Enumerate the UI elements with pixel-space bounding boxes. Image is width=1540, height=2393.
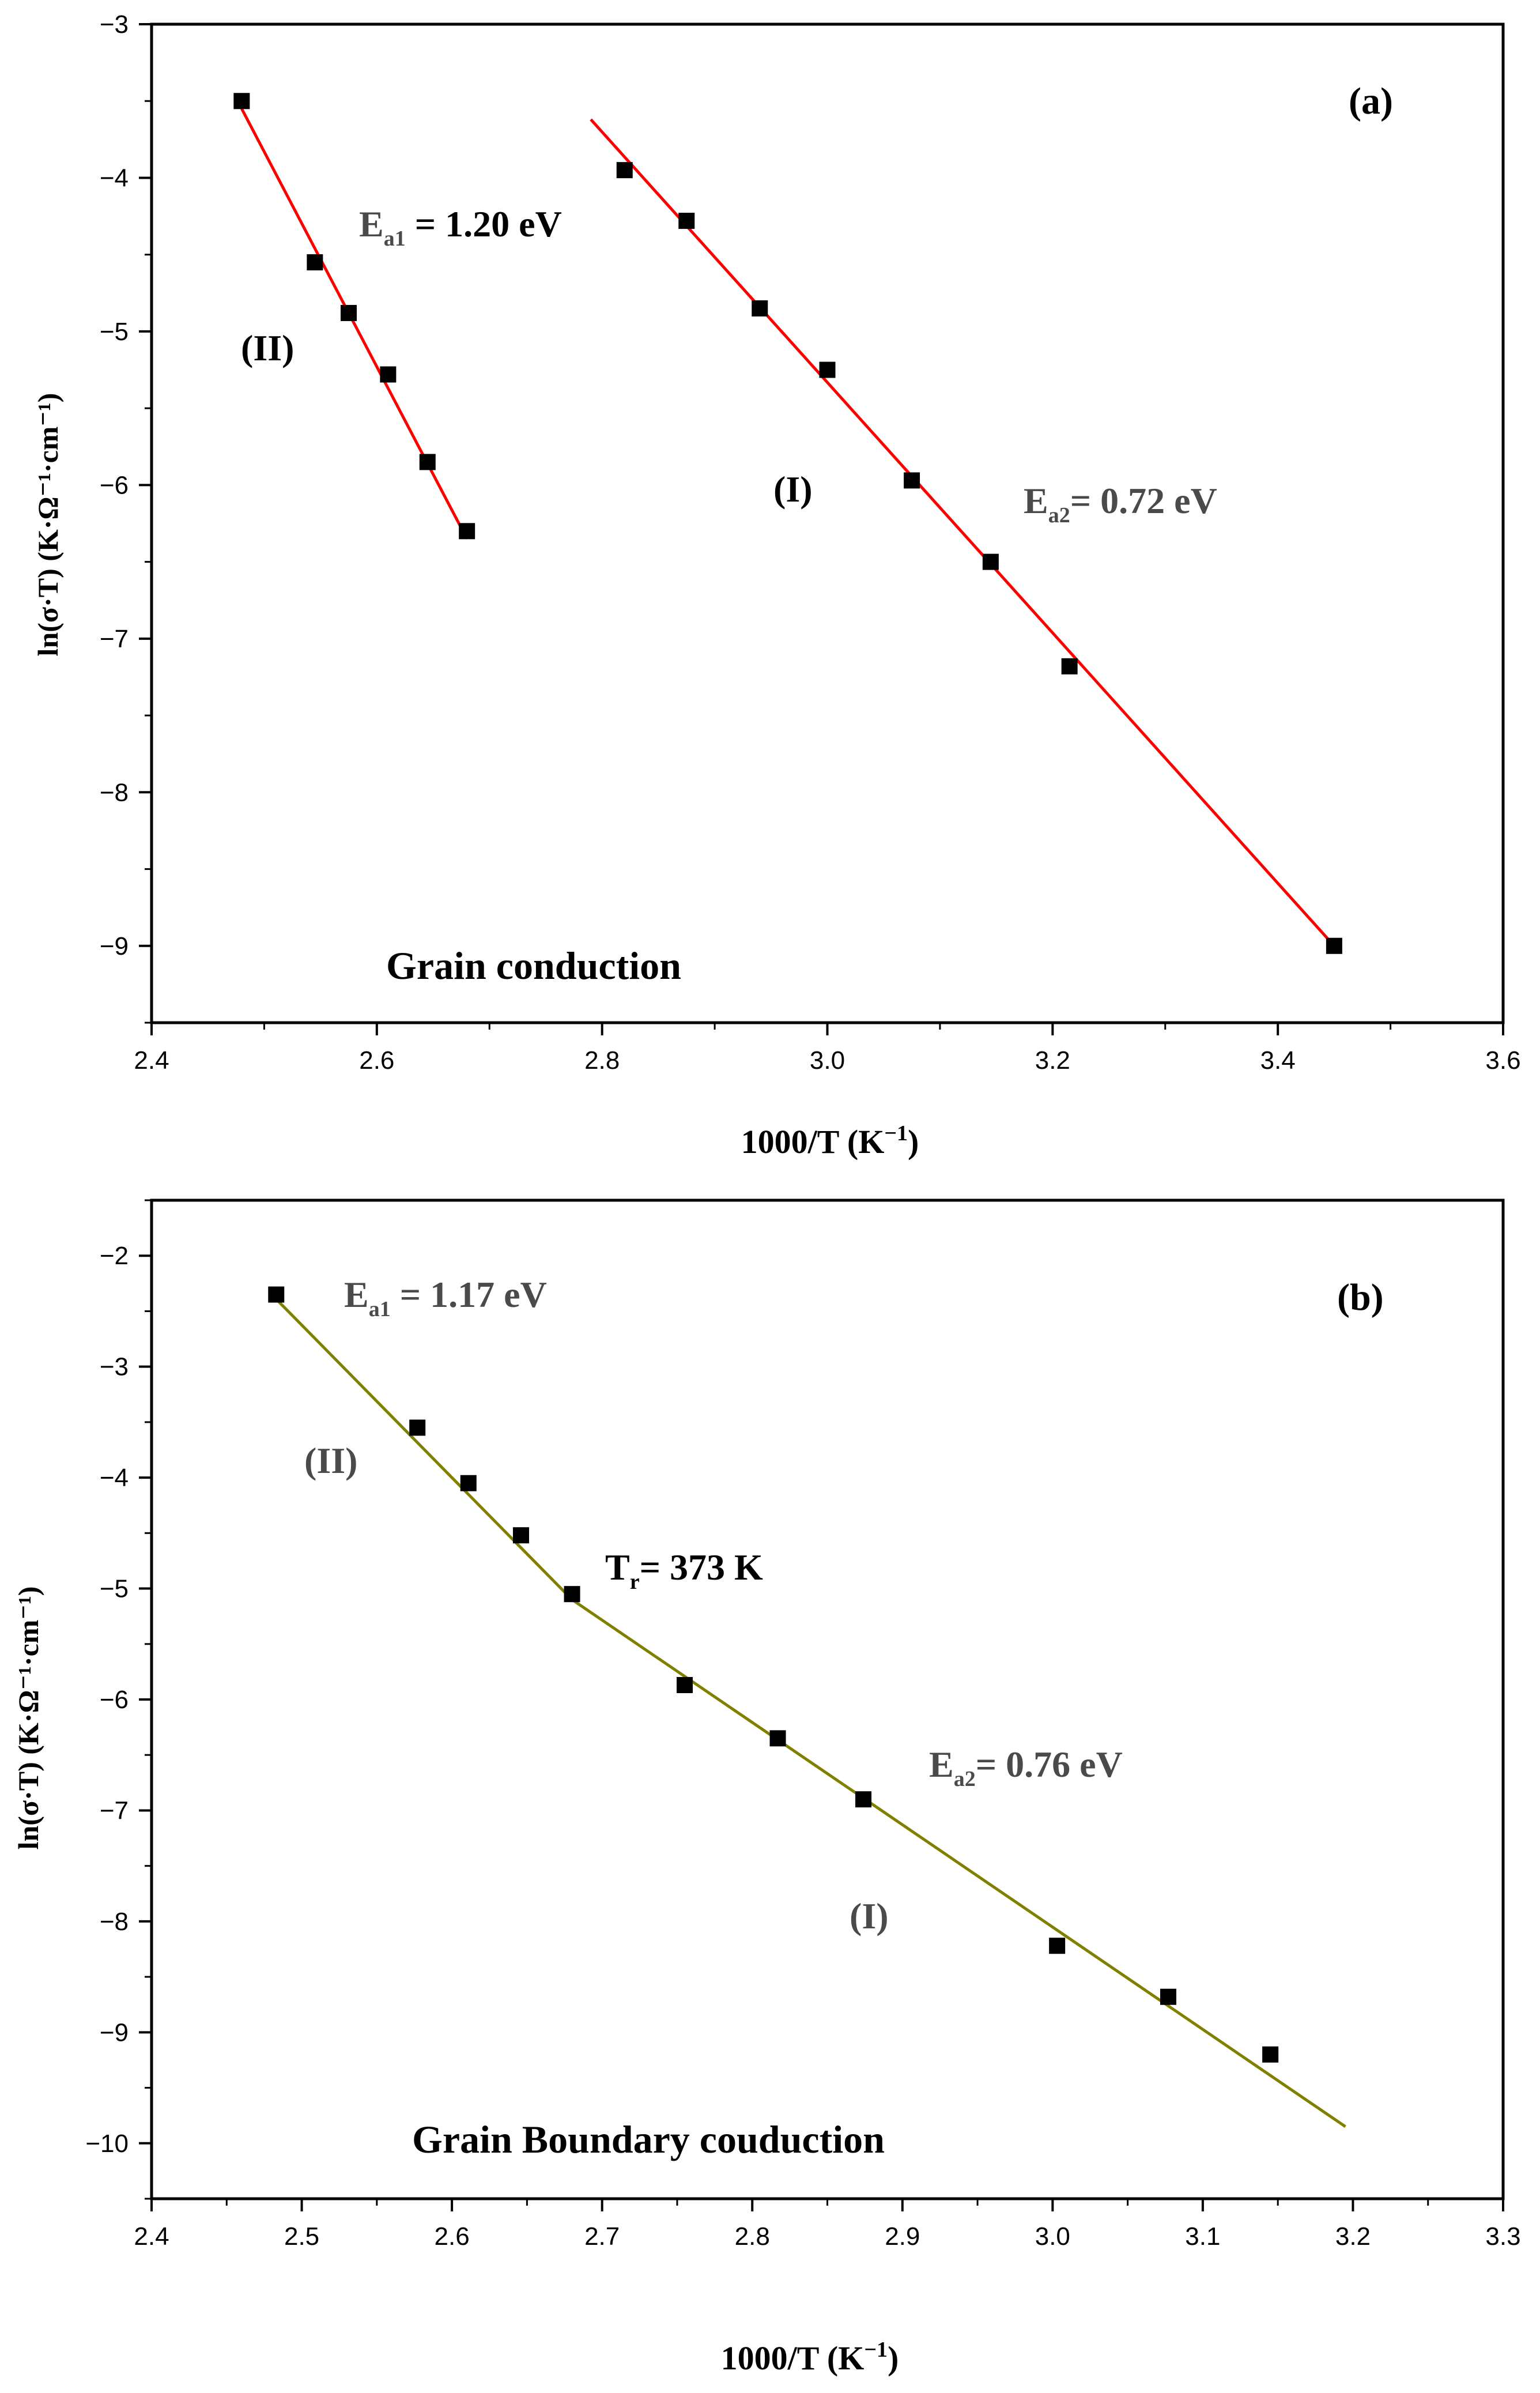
x-tick-label-b: 2.9 (885, 2222, 920, 2251)
x-tick-label-b: 2.4 (134, 2222, 169, 2251)
data-point-a-II (419, 454, 436, 470)
x-tick-label-b: 3.3 (1485, 2222, 1520, 2251)
panel-b: 2.4 2.5 2.6 2.7 2.8 2.9 3.0 3.1 3.2 3.3 −2 −3 −4 −5 −6… (12, 1199, 1521, 2377)
data-point-a-I (678, 213, 695, 229)
panel-a: 2.4 2.6 2.8 3.0 3.2 3.4 3.6−3−4−5−6−7−8−9 (a) … (32, 10, 1521, 1160)
y-tick-label-b: −9 (100, 2018, 129, 2047)
x-tick-label-b: 3.2 (1335, 2222, 1371, 2251)
fit-line-b-II (270, 1293, 573, 1601)
fit-lines-b (270, 1293, 1346, 2128)
data-point-a-II (340, 304, 357, 321)
activation-energy-b1: Ea1 = 1.17 eV (344, 1274, 547, 1321)
data-point-a-II (380, 366, 397, 383)
data-point-b-II (564, 1586, 580, 1603)
fit-line-a-II (240, 108, 469, 540)
fit-line-a-I (590, 118, 1335, 947)
plot-frame-a (150, 22, 1505, 1024)
data-point-b-I (676, 1676, 693, 1693)
series-label-II-a: (II) (241, 327, 294, 368)
data-points-a (233, 93, 1342, 954)
data-point-b-I (855, 1791, 872, 1808)
axis-ticks-a: 2.4 2.6 2.8 3.0 3.2 3.4 3.6 −3 −4 −5 −6 −7 −8 −9 (100, 10, 1521, 1075)
data-points-b (268, 1286, 1279, 2063)
x-tick-label-a: 2.8 (584, 1046, 620, 1075)
x-tick-label-a: 3.4 (1260, 1046, 1296, 1075)
data-point-b-I (1160, 1988, 1176, 2005)
x-tick-label-b: 2.5 (284, 2222, 319, 2251)
x-axis-title-a: 1000/T (K−1) (741, 1121, 919, 1160)
chart-title-a: Grain conduction (386, 944, 681, 988)
data-point-a-II (459, 523, 475, 540)
x-tick-label-a: 3.6 (1485, 1046, 1520, 1075)
x-tick-label-b: 2.8 (735, 2222, 770, 2251)
data-point-b-I (769, 1730, 786, 1747)
data-point-a-I (1326, 937, 1342, 954)
y-tick-label-a: −4 (100, 164, 129, 192)
panel-label-a: (a) (1349, 80, 1393, 122)
y-tick-label-b: −6 (100, 1686, 129, 1714)
y-tick-label-b: −3 (100, 1353, 129, 1381)
y-tick-label-b: −10 (85, 2130, 129, 2158)
y-tick-label-a: −5 (100, 318, 129, 346)
transition-temperature: Tr= 373 K (605, 1547, 763, 1594)
x-tick-label-b: 3.1 (1185, 2222, 1220, 2251)
x-tick-label-b: 2.6 (435, 2222, 470, 2251)
x-tick-label-a: 2.4 (134, 1046, 169, 1075)
data-point-a-II (307, 254, 323, 271)
data-point-b-II (460, 1475, 477, 1491)
x-tick-label-a: 3.0 (810, 1046, 845, 1075)
data-point-a-I (819, 361, 836, 378)
y-tick-label-a: −6 (100, 471, 129, 499)
data-point-b-II (268, 1286, 285, 1303)
y-axis-title-a: ln(σ·T) (K·Ω⁻¹·cm⁻¹) (32, 393, 64, 657)
x-tick-label-a: 2.6 (359, 1046, 394, 1075)
data-point-b-I (1262, 2046, 1279, 2063)
y-tick-label-b: −4 (100, 1464, 129, 1492)
data-point-a-I (982, 553, 999, 570)
data-point-a-I (752, 300, 768, 316)
chart-title-b: Grain Boundary couduction (412, 2117, 885, 2161)
y-tick-label-a: −9 (100, 932, 129, 960)
series-label-II-b: (II) (304, 1440, 357, 1481)
y-tick-label-b: −2 (100, 1242, 129, 1270)
y-tick-label-b: −5 (100, 1575, 129, 1603)
y-axis-title-b: ln(σ·T) (K·Ω⁻¹·cm⁻¹) (12, 1586, 44, 1850)
panel-label-b: (b) (1337, 1276, 1384, 1318)
fit-line-b-I (571, 1598, 1346, 2128)
plot-frame-b (150, 1199, 1505, 2200)
data-point-a-I (1061, 658, 1078, 674)
data-point-a-II (233, 93, 250, 110)
y-tick-label-a: −3 (100, 10, 129, 39)
series-label-I-a: (I) (773, 469, 813, 510)
y-tick-label-b: −7 (100, 1796, 129, 1825)
axis-ticks-b: 2.4 2.5 2.6 2.7 2.8 2.9 3.0 3.1 3.2 3.3 −2 −3 −4 −5 −6… (85, 1199, 1521, 2251)
data-point-a-I (904, 472, 920, 489)
data-point-a-I (616, 162, 633, 179)
x-tick-label-a: 3.2 (1035, 1046, 1070, 1075)
activation-energy-b2: Ea2= 0.76 eV (929, 1744, 1123, 1791)
activation-energy-a1: Ea1 = 1.20 eV (359, 204, 562, 251)
data-point-b-II (512, 1527, 529, 1544)
y-tick-label-a: −8 (100, 778, 129, 807)
x-tick-label-b: 3.0 (1035, 2222, 1070, 2251)
data-point-b-II (409, 1419, 426, 1436)
data-point-b-I (1049, 1938, 1066, 1954)
series-label-I-b: (I) (850, 1895, 889, 1936)
x-axis-title-b: 1000/T (K−1) (721, 2338, 899, 2377)
x-tick-label-b: 2.7 (584, 2222, 620, 2251)
y-tick-label-a: −7 (100, 625, 129, 653)
y-tick-label-b: −8 (100, 1908, 129, 1936)
activation-energy-a2: Ea2= 0.72 eV (1024, 480, 1217, 527)
